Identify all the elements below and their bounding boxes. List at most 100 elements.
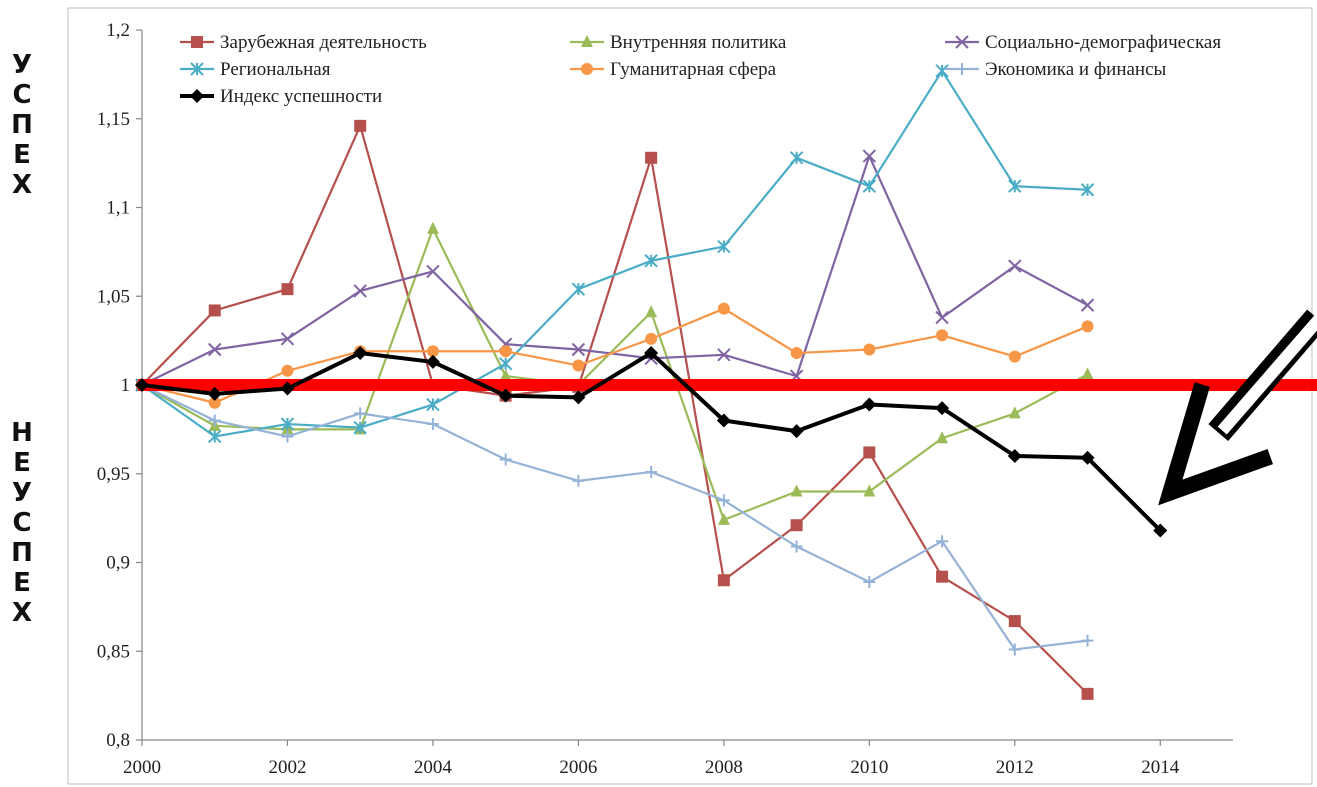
series-line: [141, 307, 1088, 404]
data-point: [863, 576, 876, 589]
legend-label: Социально-демографическая: [985, 32, 1221, 53]
legend-swatch-marker: [581, 63, 593, 75]
data-point: [863, 446, 876, 459]
data-point: [426, 221, 439, 234]
data-point: [499, 369, 512, 382]
legend-swatch-marker: [955, 35, 969, 49]
data-point: [1008, 615, 1021, 628]
data-point: [353, 284, 367, 298]
arrow-head: [1158, 382, 1273, 506]
data-point: [790, 519, 803, 532]
x-tick-label: 2014: [1141, 757, 1180, 778]
legend-label: Внутренняя политика: [610, 32, 787, 53]
legend-swatch-marker: [581, 35, 593, 47]
data-point: [1008, 179, 1022, 193]
data-point: [353, 420, 367, 435]
data-point: [863, 343, 876, 356]
data-point: [207, 386, 222, 401]
legend-swatch-marker: [956, 63, 968, 75]
y-tick-label: 0,9: [106, 553, 130, 574]
data-point: [426, 418, 439, 431]
data-point: [790, 484, 803, 497]
data-point: [1081, 320, 1094, 333]
legend-entry: Зарубежная деятельность: [180, 32, 427, 53]
legend-label: Индекс успешности: [220, 86, 382, 107]
series-4: [135, 64, 1095, 444]
data-point: [353, 346, 368, 361]
data-point: [1007, 449, 1022, 463]
data-point: [790, 347, 803, 360]
y-tick-label: 1,05: [97, 286, 130, 307]
series-1: [136, 119, 1094, 700]
series-line: [141, 124, 1089, 695]
y-tick-label: 1,15: [97, 109, 130, 130]
data-point: [1080, 298, 1095, 312]
data-point: [208, 429, 222, 444]
x-tick-label: 2010: [850, 757, 888, 778]
data-point: [717, 239, 731, 254]
failure-letter: Е: [13, 448, 31, 478]
data-point: [645, 305, 658, 318]
data-point: [281, 430, 294, 443]
data-point: [571, 282, 586, 296]
data-point: [644, 254, 658, 268]
data-point: [717, 574, 730, 587]
data-point: [1081, 367, 1094, 380]
arrow-shaft-inner: [1217, 314, 1317, 435]
data-point: [425, 354, 440, 369]
failure-letter: У: [11, 478, 33, 508]
arrow-annotation: [1158, 309, 1317, 506]
data-point: [281, 364, 294, 377]
data-point: [426, 345, 439, 358]
data-point: [499, 453, 512, 466]
data-point: [498, 388, 513, 403]
series-line: [141, 69, 1088, 438]
y-tick-label: 1,1: [106, 198, 130, 219]
data-point: [789, 151, 804, 165]
data-point: [645, 465, 658, 478]
data-point: [208, 304, 221, 317]
data-point: [935, 401, 950, 416]
chart-frame: [67, 7, 1313, 785]
x-tick-label: 2004: [414, 757, 453, 778]
data-point: [354, 119, 367, 132]
data-point: [208, 396, 221, 409]
legend-entry: Региональная: [180, 59, 331, 80]
x-tick-label: 2002: [268, 757, 306, 778]
axes: 0,8 0,85 0,9 0,95 1 1,05 1,1 1,15 1,2 2000 2002 200…: [97, 20, 1233, 778]
data-point: [1008, 259, 1022, 273]
legend-label: Региональная: [220, 59, 331, 80]
x-tick-label: 2008: [705, 757, 743, 778]
data-point: [208, 414, 221, 427]
data-point: [1008, 406, 1021, 419]
data-point: [645, 151, 658, 164]
success-letter: Х: [11, 170, 33, 200]
legend-label: Экономика и финансы: [985, 59, 1167, 80]
index-series-layer: [135, 346, 1168, 538]
failure-letter: П: [11, 538, 33, 568]
data-point: [645, 332, 658, 345]
data-point: [1080, 450, 1095, 465]
legend-swatch-marker: [190, 62, 204, 76]
success-letter: У: [11, 50, 33, 80]
data-point: [135, 378, 149, 392]
data-point: [717, 348, 731, 362]
data-point: [716, 413, 731, 428]
legend-entry: Гуманитарная сфера: [570, 59, 777, 80]
data-point: [1008, 350, 1021, 363]
success-letter: С: [12, 80, 32, 110]
success-letter: Е: [13, 140, 31, 170]
data-point: [936, 535, 949, 548]
data-point: [280, 381, 295, 396]
data-point: [1081, 634, 1094, 647]
data-point: [498, 356, 513, 371]
data-point: [1008, 643, 1021, 656]
data-point: [571, 342, 586, 357]
data-point: [426, 264, 440, 279]
legend-swatch-marker: [191, 36, 203, 48]
failure-letter: Х: [11, 598, 33, 628]
data-point: [936, 570, 949, 583]
data-point: [281, 283, 294, 296]
